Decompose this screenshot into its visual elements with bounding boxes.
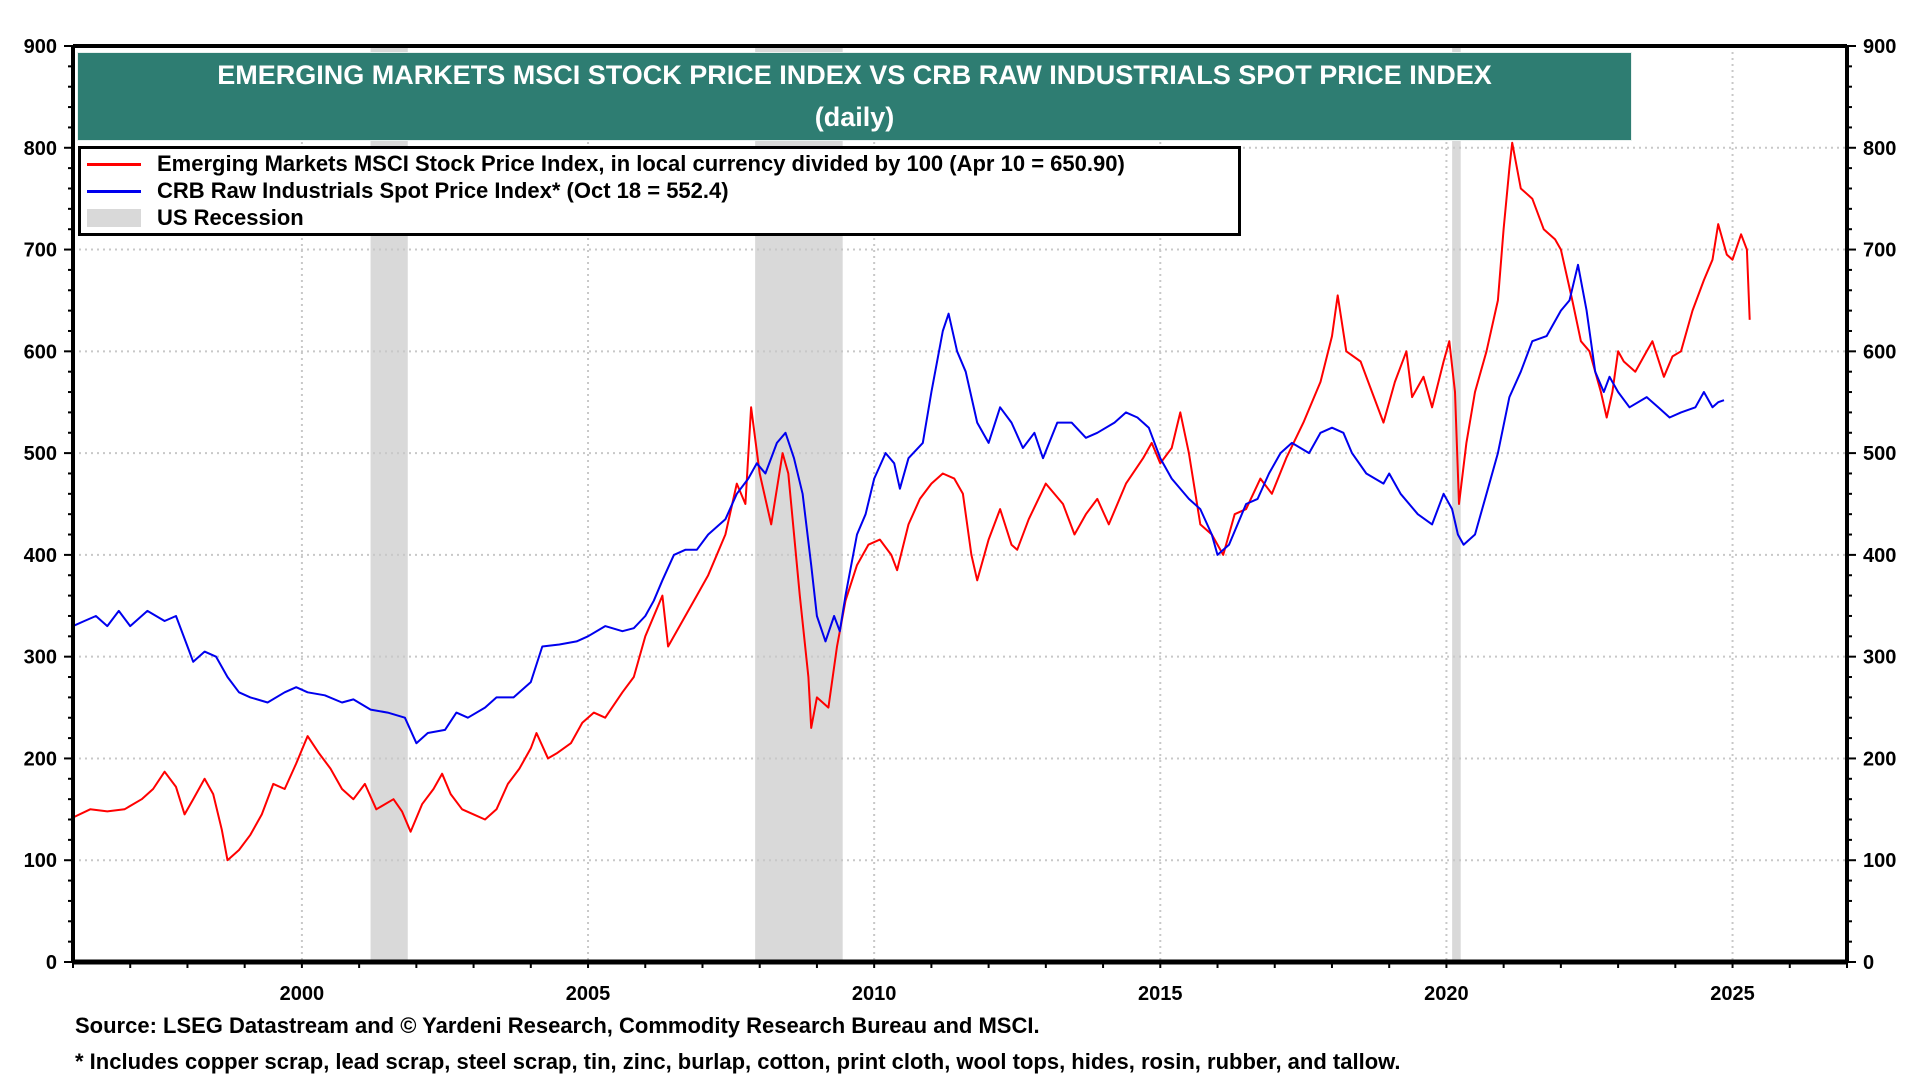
x-tick-label: 2010 xyxy=(852,983,897,1005)
y-tick-label-left: 400 xyxy=(24,545,57,567)
x-tick-label: 2025 xyxy=(1710,983,1755,1005)
y-tick-label-right: 900 xyxy=(1863,36,1896,58)
y-tick-label-right: 300 xyxy=(1863,647,1896,669)
source-note: Source: LSEG Datastream and © Yardeni Re… xyxy=(75,1013,1040,1038)
chart-title: EMERGING MARKETS MSCI STOCK PRICE INDEX … xyxy=(217,60,1492,90)
legend-label-em: Emerging Markets MSCI Stock Price Index,… xyxy=(157,151,1125,176)
footnote: * Includes copper scrap, lead scrap, ste… xyxy=(75,1049,1401,1074)
y-tick-label-right: 800 xyxy=(1863,138,1896,160)
x-tick-label: 2000 xyxy=(280,983,325,1005)
y-tick-label-left: 300 xyxy=(24,647,57,669)
y-tick-label-right: 200 xyxy=(1863,748,1896,770)
y-tick-label-right: 700 xyxy=(1863,240,1896,262)
legend-item-em: Emerging Markets MSCI Stock Price Index,… xyxy=(87,151,1125,177)
legend: Emerging Markets MSCI Stock Price Index,… xyxy=(78,146,1241,236)
legend-item-recession: US Recession xyxy=(87,205,304,231)
y-tick-label-left: 500 xyxy=(24,443,57,465)
x-tick-label: 2015 xyxy=(1138,983,1183,1005)
tick-labels: 0 0 100 100 200 200 300 300 400 400 500 500 600 600 70… xyxy=(24,36,1897,1005)
y-tick-label-left: 600 xyxy=(24,341,57,363)
y-tick-label-right: 0 xyxy=(1863,952,1874,974)
x-tick-label: 2020 xyxy=(1424,983,1469,1005)
y-tick-label-right: 100 xyxy=(1863,850,1896,872)
series-line-em xyxy=(72,141,1751,862)
y-tick-label-right: 600 xyxy=(1863,341,1896,363)
y-tick-label-left: 0 xyxy=(46,952,57,974)
legend-label-recession: US Recession xyxy=(157,205,304,230)
legend-swatch-em xyxy=(87,162,141,166)
axes xyxy=(64,44,1856,968)
legend-label-crb: CRB Raw Industrials Spot Price Index* (O… xyxy=(157,178,729,203)
legend-swatch-crb xyxy=(87,189,141,193)
legend-item-crb: CRB Raw Industrials Spot Price Index* (O… xyxy=(87,178,729,204)
chart-title-box: EMERGING MARKETS MSCI STOCK PRICE INDEX … xyxy=(77,52,1632,141)
y-tick-label-left: 700 xyxy=(24,240,57,262)
series xyxy=(72,141,1751,862)
x-tick-label: 2005 xyxy=(566,983,611,1005)
y-tick-label-left: 900 xyxy=(24,36,57,58)
y-tick-label-left: 200 xyxy=(24,748,57,770)
y-tick-label-right: 500 xyxy=(1863,443,1896,465)
y-tick-label-left: 100 xyxy=(24,850,57,872)
y-tick-label-left: 800 xyxy=(24,138,57,160)
y-tick-label-right: 400 xyxy=(1863,545,1896,567)
chart-subtitle: (daily) xyxy=(814,102,895,132)
series-line-crb xyxy=(72,263,1725,745)
legend-swatch-recession xyxy=(87,209,141,227)
recession-band xyxy=(1452,46,1461,962)
